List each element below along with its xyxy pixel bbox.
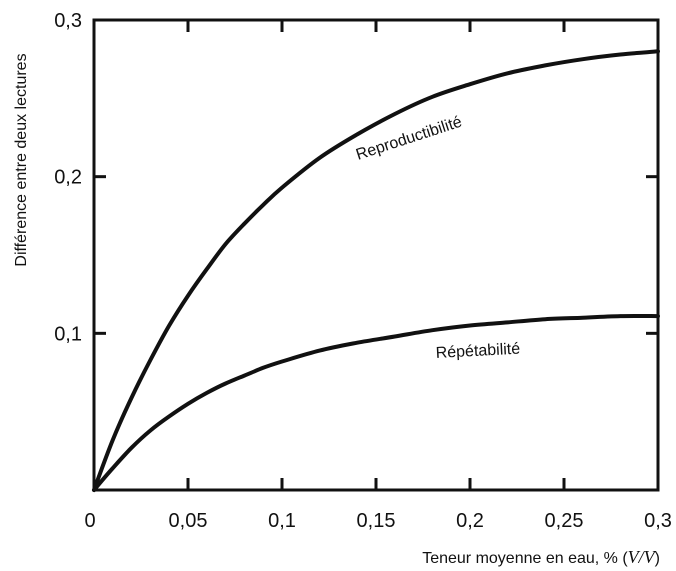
x-tick-label: 0 (84, 510, 95, 532)
y-tick-label: 0,2 (54, 167, 82, 189)
x-axis-title: Teneur moyenne en eau, % (V/V) (422, 547, 660, 567)
series-label: Reproductibilité (354, 114, 464, 164)
tick-marks (94, 20, 658, 490)
x-tick-label: 0,15 (357, 510, 396, 532)
series-lines (92, 49, 660, 492)
x-tick-label: 0,25 (545, 510, 584, 532)
series-line (92, 313, 660, 492)
series-line (92, 49, 660, 492)
x-tick-label: 0,05 (169, 510, 208, 532)
x-tick-label: 0,1 (268, 510, 296, 532)
x-tick-label: 0,2 (456, 510, 484, 532)
y-axis-title: Différence entre deux lectures (13, 53, 30, 266)
series-label: Répétabilité (435, 341, 520, 362)
plot-frame (92, 18, 660, 492)
x-tick-label: 0,3 (644, 510, 672, 532)
y-tick-label: 0,3 (54, 10, 82, 32)
tick-labels: 0 0,05 0,1 0,15 0,2 0,25 0,3 0,1 0,2 0,3 (54, 10, 672, 532)
y-tick-label: 0,1 (54, 323, 82, 345)
